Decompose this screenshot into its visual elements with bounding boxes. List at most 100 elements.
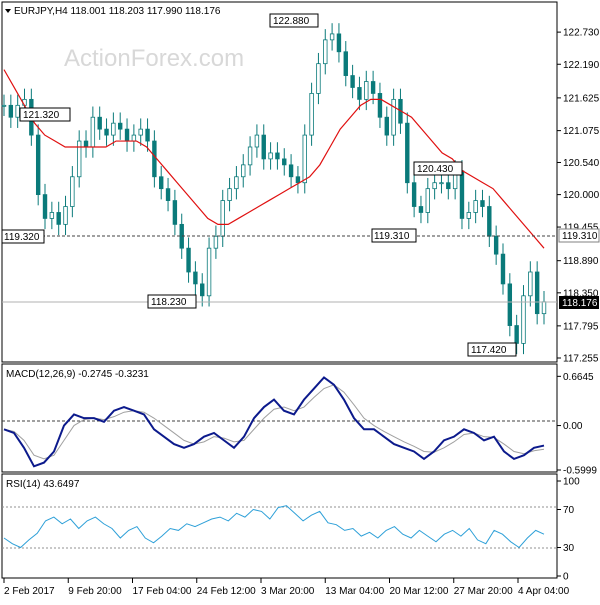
price-tick-label: 117.795 xyxy=(563,321,599,332)
candle-body xyxy=(432,182,437,190)
candle-body xyxy=(425,188,430,213)
candle-body xyxy=(90,116,96,148)
price-tick-label: 118.350 xyxy=(563,288,599,299)
support-price-tag: 119.310 xyxy=(558,228,600,243)
candle-body xyxy=(377,93,383,118)
svg-text:119.310: 119.310 xyxy=(562,231,598,242)
rsi-line xyxy=(3,505,545,549)
svg-text:117.420: 117.420 xyxy=(471,345,507,356)
candle-body xyxy=(521,295,526,344)
candle-body xyxy=(15,104,20,118)
candle-body xyxy=(493,235,499,255)
candle-body xyxy=(446,182,451,190)
candle-body xyxy=(145,128,150,142)
x-tick-label: 17 Feb 04:00 xyxy=(133,586,192,597)
x-tick-label: 24 Feb 12:00 xyxy=(197,586,256,597)
candle-body xyxy=(49,212,55,219)
candle-body xyxy=(534,271,540,315)
candle-body xyxy=(220,200,225,237)
candle-body xyxy=(500,253,506,285)
svg-text:118.176: 118.176 xyxy=(562,298,598,309)
symbol-header: EURJPY,H4 118.001 118.203 117.990 118.17… xyxy=(14,6,221,17)
candle-body xyxy=(76,140,82,178)
candle-body xyxy=(138,128,143,136)
annotation-121320: 121.320 xyxy=(19,107,71,122)
candle-body xyxy=(70,176,75,207)
svg-text:119.310: 119.310 xyxy=(374,231,410,242)
svg-text:122.880: 122.880 xyxy=(273,16,310,27)
candle-body xyxy=(459,170,465,219)
candle-body xyxy=(418,206,424,213)
x-tick-label: 13 Mar 04:00 xyxy=(325,586,384,597)
candle-body xyxy=(241,164,246,178)
macd-label: MACD(12,26,9) -0.2745 -0.3231 xyxy=(6,369,149,380)
candle-body xyxy=(473,200,478,213)
candle-body xyxy=(172,200,178,225)
rsi-tick-label: 0 xyxy=(563,572,569,583)
x-tick-label: 27 Mar 20:00 xyxy=(454,586,513,597)
macd-signal-line xyxy=(3,384,545,460)
candle-body xyxy=(131,134,137,142)
candle-body xyxy=(247,146,253,166)
candle-body xyxy=(350,75,355,88)
candle-body xyxy=(541,301,547,315)
candle-body xyxy=(83,140,89,148)
candle-body xyxy=(152,140,157,178)
candle-body xyxy=(370,81,376,94)
price-tick-label: 120.540 xyxy=(563,158,600,169)
candle-body xyxy=(200,283,205,297)
candle-body xyxy=(104,128,109,136)
annotation-high: 122.880 xyxy=(269,13,319,28)
candle-body xyxy=(165,188,171,201)
candle-body xyxy=(405,122,410,184)
candle-body xyxy=(309,93,314,136)
candle-body xyxy=(234,176,239,190)
candle-body xyxy=(288,164,294,178)
candle-body xyxy=(487,206,492,237)
candle-body xyxy=(295,176,301,184)
candle-body xyxy=(56,212,61,225)
annotation-119310: 119.310 xyxy=(371,228,417,243)
macd-line xyxy=(3,376,545,468)
macd-tick-label: 0.00 xyxy=(563,421,583,432)
candle-body xyxy=(302,134,307,184)
candle-body xyxy=(111,122,116,136)
candle-body xyxy=(118,122,123,130)
price-tick-label: 121.625 xyxy=(563,93,600,104)
candle-body xyxy=(336,33,342,53)
candle-body xyxy=(97,116,102,130)
candle-body xyxy=(507,283,513,326)
current-price-tag: 118.176 xyxy=(559,296,599,309)
candle-body xyxy=(343,51,348,76)
svg-text:120.430: 120.430 xyxy=(417,164,454,175)
annotation-118230: 118.230 xyxy=(147,294,197,309)
candle-body xyxy=(35,134,41,196)
candle-body xyxy=(391,98,396,136)
candle-body xyxy=(261,134,266,160)
candle-body xyxy=(63,206,68,225)
price-tick-label: 121.075 xyxy=(563,126,600,137)
candle-body xyxy=(411,182,417,207)
candle-body xyxy=(254,134,260,148)
candle-body xyxy=(364,81,369,100)
candle-body xyxy=(466,212,472,219)
candle-body xyxy=(514,325,519,344)
price-tick-label: 122.730 xyxy=(563,28,600,39)
candle-body xyxy=(8,104,14,118)
x-tick-label: 4 Apr 04:00 xyxy=(518,586,570,597)
price-tick-label: 122.190 xyxy=(563,60,600,71)
watermark: ActionForex.com xyxy=(64,45,244,72)
macd-tick-label: 0.6645 xyxy=(563,372,594,383)
candle-body xyxy=(268,152,273,160)
svg-text:121.320: 121.320 xyxy=(23,110,60,121)
annotation-119320: 119.320 xyxy=(1,229,45,244)
svg-text:118.230: 118.230 xyxy=(151,297,187,308)
x-tick-label: 20 Mar 12:00 xyxy=(390,586,449,597)
candle-body xyxy=(528,271,533,297)
annotation-120430: 120.430 xyxy=(413,161,463,176)
x-tick-label: 2 Feb 2017 xyxy=(4,586,55,597)
candle-body xyxy=(227,188,232,201)
candle-body xyxy=(384,116,389,136)
dropdown-arrow-icon[interactable] xyxy=(5,9,11,13)
